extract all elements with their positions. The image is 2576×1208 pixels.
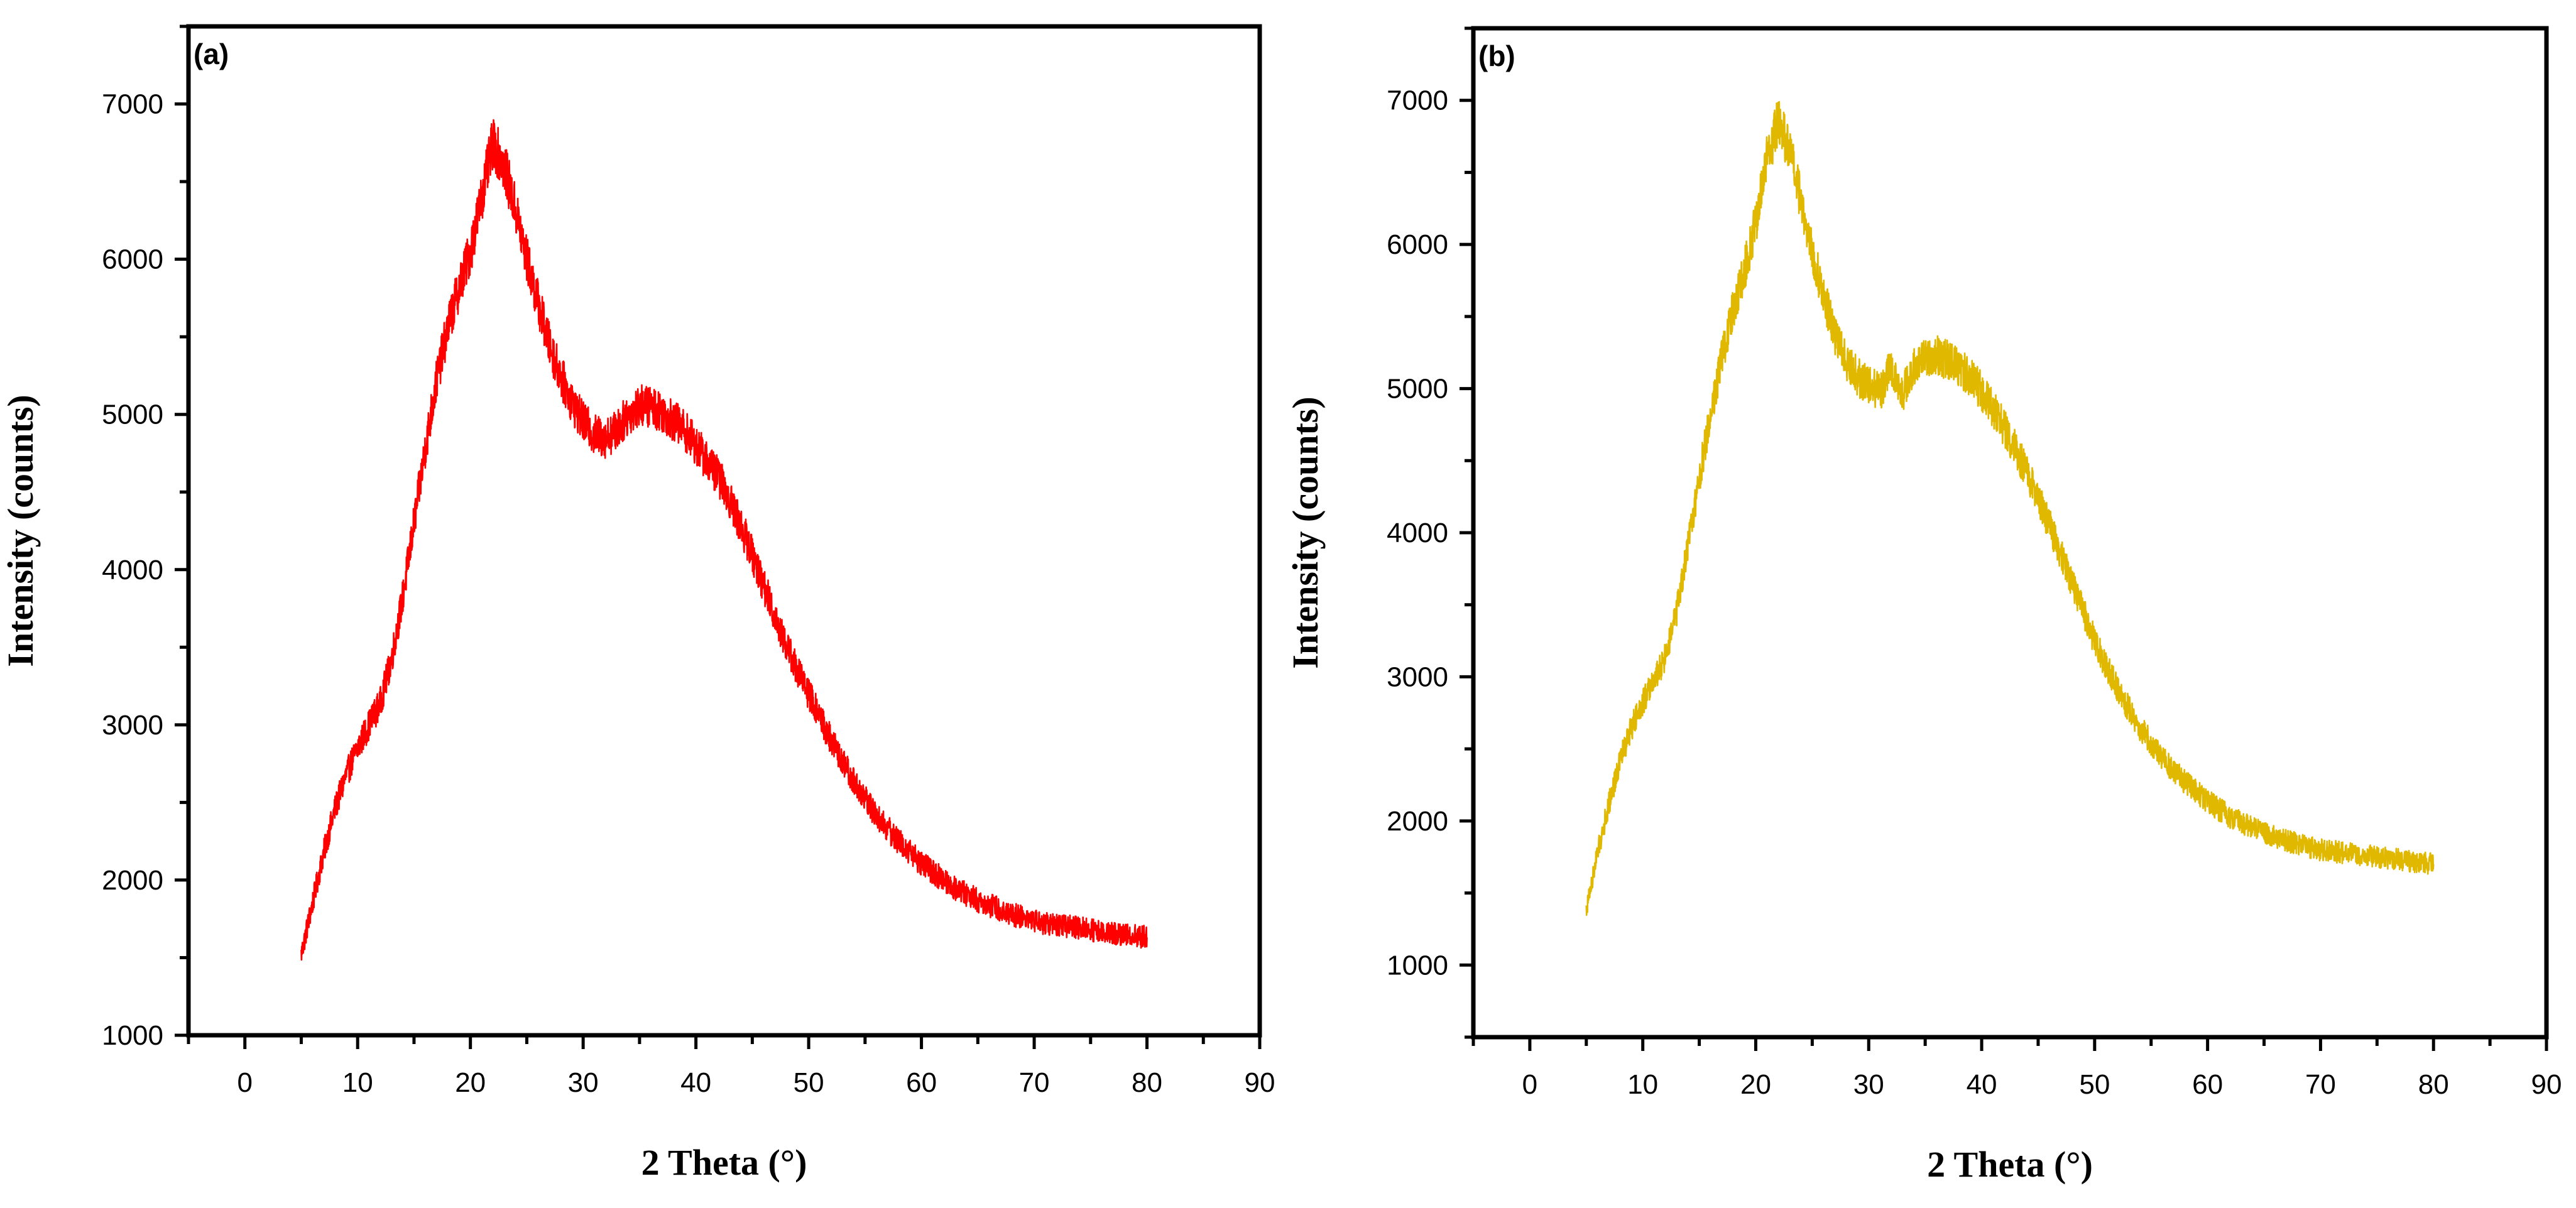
x-tick-label: 80 xyxy=(1132,1067,1162,1098)
x-tick-label: 20 xyxy=(1740,1069,1771,1100)
y-tick-label: 6000 xyxy=(1387,229,1448,260)
y-tick-label: 7000 xyxy=(1387,85,1448,116)
x-tick-label: 0 xyxy=(1522,1069,1537,1100)
panel-label: (a) xyxy=(194,38,229,70)
x-tick-label: 90 xyxy=(1245,1067,1275,1098)
xrd-series-line xyxy=(300,119,1148,961)
x-tick-label: 40 xyxy=(680,1067,711,1098)
x-tick-label: 0 xyxy=(237,1067,252,1098)
x-tick-label: 30 xyxy=(568,1067,599,1098)
x-tick-label: 80 xyxy=(2418,1069,2449,1100)
y-tick-label: 4000 xyxy=(102,555,163,585)
y-tick-label: 1000 xyxy=(1387,950,1448,981)
plot-frame xyxy=(186,24,1262,1038)
x-tick-label: 70 xyxy=(2305,1069,2336,1100)
x-tick-label: 70 xyxy=(1019,1067,1050,1098)
y-tick-label: 7000 xyxy=(102,89,163,120)
y-tick-label: 3000 xyxy=(102,710,163,741)
panel-label: (b) xyxy=(1478,40,1515,72)
x-axis-title: 2 Theta (°) xyxy=(641,1142,807,1183)
x-tick-label: 40 xyxy=(1967,1069,1997,1100)
y-tick-label: 6000 xyxy=(102,244,163,275)
x-tick-label: 60 xyxy=(2192,1069,2223,1100)
panel-b: 0 10 20 30 40 50 60 70 80 90 1000 2000 3000 4000 5000 6… xyxy=(1285,26,2562,1185)
x-tick-label: 20 xyxy=(455,1067,486,1098)
y-tick-label: 3000 xyxy=(1387,661,1448,692)
y-tick-label: 5000 xyxy=(102,400,163,430)
x-tick-label: 50 xyxy=(794,1067,824,1098)
y-tick-label: 2000 xyxy=(1387,806,1448,837)
x-tick-label: 50 xyxy=(2079,1069,2110,1100)
y-tick-label: 4000 xyxy=(1387,518,1448,548)
x-tick-label: 60 xyxy=(906,1067,937,1098)
y-axis-title: Intensity (counts) xyxy=(1285,396,1326,668)
x-tick-label: 90 xyxy=(2531,1069,2562,1100)
x-tick-label: 10 xyxy=(342,1067,373,1098)
x-tick-label: 30 xyxy=(1853,1069,1884,1100)
y-axis-title: Intensity (counts) xyxy=(0,395,41,667)
x-tick-label: 10 xyxy=(1627,1069,1658,1100)
y-tick-label: 2000 xyxy=(102,865,163,896)
y-tick-label: 1000 xyxy=(102,1020,163,1051)
panel-a: 0 10 20 30 40 50 60 70 80 90 1000 2000 3000 4000 5000 6… xyxy=(0,24,1275,1183)
x-axis-title: 2 Theta (°) xyxy=(1927,1144,2093,1185)
xrd-series-line xyxy=(1585,101,2435,916)
y-tick-label: 5000 xyxy=(1387,374,1448,405)
